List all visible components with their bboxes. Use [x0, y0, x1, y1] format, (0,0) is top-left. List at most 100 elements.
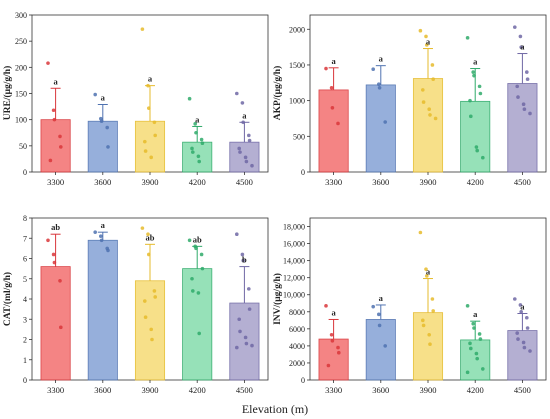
significance-letter: a — [101, 220, 106, 230]
data-point — [518, 34, 523, 39]
y-tick-label: 2 — [23, 336, 27, 345]
data-point — [430, 297, 435, 301]
data-point — [243, 335, 248, 340]
data-point — [193, 122, 197, 126]
data-point — [140, 226, 145, 230]
data-point — [522, 107, 527, 111]
x-tick-label: 3300 — [325, 385, 342, 395]
y-tick-label: 0 — [301, 376, 305, 385]
bar — [318, 338, 349, 381]
data-point — [528, 349, 532, 353]
bar — [460, 339, 491, 381]
data-point — [187, 96, 192, 101]
data-point — [377, 82, 381, 87]
data-point — [247, 287, 251, 291]
data-point — [513, 297, 517, 301]
data-point — [143, 139, 147, 144]
bar — [182, 268, 213, 381]
data-point — [240, 252, 245, 257]
data-point — [235, 232, 239, 236]
data-point — [421, 100, 426, 104]
data-point — [197, 159, 201, 164]
data-point — [430, 63, 435, 67]
y-tick-label: 6 — [23, 255, 27, 264]
data-point — [106, 145, 110, 149]
significance-letter: a — [242, 110, 247, 120]
y-tick-label: 1 — [23, 356, 27, 365]
data-point — [237, 146, 241, 151]
bar — [412, 78, 444, 173]
data-point — [237, 317, 241, 322]
y-axis-label: INV/(μg/g/h) — [272, 273, 283, 325]
data-point — [191, 289, 195, 293]
data-point — [326, 363, 331, 368]
data-point — [383, 120, 388, 124]
y-tick-label: 5 — [23, 275, 27, 284]
y-tick-label: 6000 — [289, 325, 305, 334]
data-point — [196, 291, 201, 295]
y-tick-label: 14,000 — [283, 257, 305, 266]
data-point — [247, 138, 252, 143]
data-point — [477, 84, 482, 89]
y-tick-label: 150 — [15, 90, 27, 99]
x-tick-label: 3300 — [47, 385, 64, 395]
data-point — [465, 304, 470, 308]
data-point — [336, 121, 340, 126]
significance-letter: a — [520, 42, 525, 52]
data-point — [99, 234, 103, 239]
data-point — [105, 125, 109, 130]
bar — [507, 83, 538, 173]
data-point — [240, 101, 245, 105]
data-point — [250, 343, 254, 348]
data-point — [194, 130, 198, 135]
panel-bottom-right: 0 2000 4000 6000 8000 10,000 12,000 14,000 16,00… — [272, 217, 547, 395]
y-tick-label: 10,000 — [283, 291, 305, 300]
data-point — [515, 84, 519, 89]
data-point — [371, 304, 376, 309]
data-point — [468, 341, 472, 346]
data-point — [324, 66, 328, 71]
significance-letter: ab — [193, 234, 202, 244]
data-point — [152, 120, 157, 125]
y-tick-label: 0 — [301, 168, 305, 177]
bar — [87, 239, 118, 381]
data-point — [324, 304, 328, 308]
x-tick-label: 4500 — [514, 177, 531, 187]
x-tick-label: 4500 — [236, 177, 253, 187]
data-point — [465, 36, 470, 40]
x-tick-label: 4200 — [189, 385, 206, 395]
x-tick-label: 4200 — [189, 177, 206, 187]
bar — [40, 266, 71, 381]
bar — [507, 330, 538, 381]
data-point — [475, 356, 480, 361]
y-tick-label: 12,000 — [283, 274, 305, 283]
data-point — [153, 295, 157, 299]
y-tick-label: 50 — [19, 142, 27, 151]
data-point — [472, 326, 476, 330]
x-tick-label: 3900 — [420, 177, 437, 187]
data-point — [377, 312, 381, 317]
data-point — [190, 146, 194, 151]
data-point — [521, 340, 526, 345]
data-point — [525, 326, 530, 330]
data-point — [190, 276, 194, 281]
data-point — [241, 120, 245, 125]
bar — [318, 89, 349, 173]
bar — [229, 302, 260, 381]
data-point — [200, 141, 205, 146]
data-point — [377, 85, 382, 90]
data-point — [371, 67, 376, 72]
y-tick-label: 200 — [15, 63, 27, 72]
bar — [87, 120, 118, 173]
x-tick-label: 3600 — [94, 177, 111, 187]
bar — [365, 84, 396, 173]
significance-letter: ab — [51, 222, 60, 232]
data-point — [52, 260, 57, 265]
data-point — [59, 145, 63, 149]
x-tick-label: 3900 — [142, 385, 159, 395]
data-point — [244, 341, 249, 346]
data-point — [235, 345, 239, 350]
data-point — [477, 332, 482, 336]
